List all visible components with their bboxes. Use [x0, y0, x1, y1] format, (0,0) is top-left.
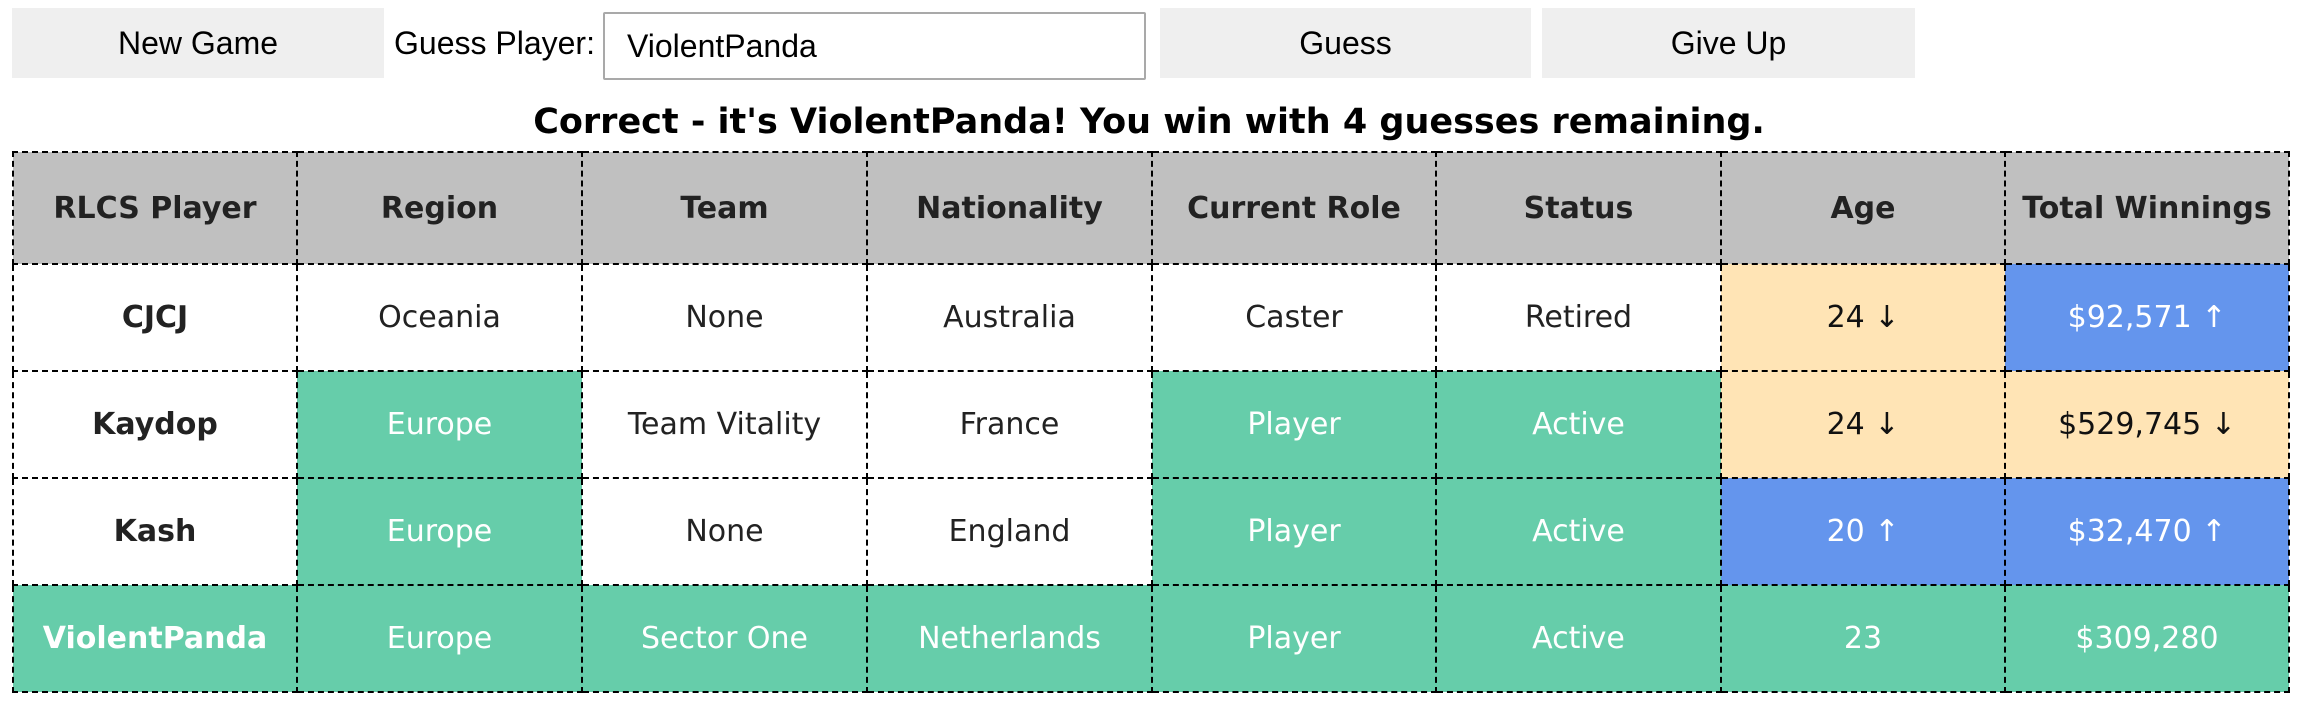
cell-age: 23	[1720, 584, 2006, 693]
give-up-button[interactable]: Give Up	[1542, 8, 1915, 78]
cell-total-winnings: $309,280	[2004, 584, 2290, 693]
table-row: Kash Europe None England Player Active 2…	[12, 477, 2290, 586]
header-team: Team	[581, 151, 868, 265]
cell-region: Europe	[296, 477, 583, 586]
header-total-winnings: Total Winnings	[2004, 151, 2290, 265]
header-status: Status	[1435, 151, 1722, 265]
cell-total-winnings: $529,745 ↓	[2004, 370, 2290, 479]
guess-button[interactable]: Guess	[1160, 8, 1531, 78]
cell-age: 24 ↓	[1720, 263, 2006, 372]
cell-region: Oceania	[296, 263, 583, 372]
cell-team: None	[581, 477, 868, 586]
cell-current-role: Player	[1151, 477, 1437, 586]
cell-status: Retired	[1435, 263, 1722, 372]
guess-player-label: Guess Player:	[394, 24, 595, 61]
guess-player-input[interactable]	[603, 12, 1146, 80]
cell-player: Kaydop	[12, 370, 298, 479]
cell-nationality: England	[866, 477, 1153, 586]
cell-team: Sector One	[581, 584, 868, 693]
cell-current-role: Player	[1151, 584, 1437, 693]
cell-age: 24 ↓	[1720, 370, 2006, 479]
cell-region: Europe	[296, 370, 583, 479]
header-current-role: Current Role	[1151, 151, 1437, 265]
guesses-table: RLCS Player Region Team Nationality Curr…	[12, 151, 2290, 693]
cell-age: 20 ↑	[1720, 477, 2006, 586]
cell-total-winnings: $32,470 ↑	[2004, 477, 2290, 586]
cell-total-winnings: $92,571 ↑	[2004, 263, 2290, 372]
cell-player: ViolentPanda	[12, 584, 298, 693]
new-game-button[interactable]: New Game	[12, 8, 384, 78]
table-row: CJCJ Oceania None Australia Caster Retir…	[12, 263, 2290, 372]
result-message: Correct - it's ViolentPanda! You win wit…	[533, 102, 1765, 142]
table-header-row: RLCS Player Region Team Nationality Curr…	[12, 151, 2290, 265]
cell-player: CJCJ	[12, 263, 298, 372]
table-row: Kaydop Europe Team Vitality France Playe…	[12, 370, 2290, 479]
header-age: Age	[1720, 151, 2006, 265]
cell-team: Team Vitality	[581, 370, 868, 479]
cell-status: Active	[1435, 584, 1722, 693]
cell-current-role: Player	[1151, 370, 1437, 479]
cell-status: Active	[1435, 370, 1722, 479]
header-nationality: Nationality	[866, 151, 1153, 265]
table-row: ViolentPanda Europe Sector One Netherlan…	[12, 584, 2290, 693]
cell-nationality: Australia	[866, 263, 1153, 372]
cell-nationality: Netherlands	[866, 584, 1153, 693]
cell-current-role: Caster	[1151, 263, 1437, 372]
header-rlcs-player: RLCS Player	[12, 151, 298, 265]
cell-nationality: France	[866, 370, 1153, 479]
cell-team: None	[581, 263, 868, 372]
cell-region: Europe	[296, 584, 583, 693]
cell-status: Active	[1435, 477, 1722, 586]
header-region: Region	[296, 151, 583, 265]
cell-player: Kash	[12, 477, 298, 586]
